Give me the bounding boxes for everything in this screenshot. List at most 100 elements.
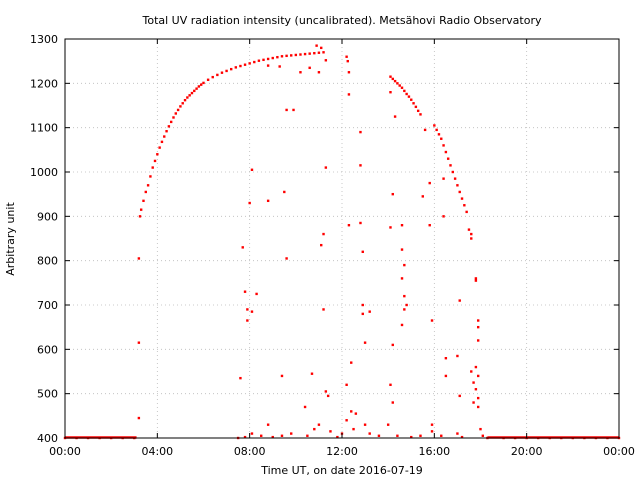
data-point xyxy=(419,434,422,437)
data-point xyxy=(303,405,307,409)
data-point xyxy=(308,66,311,70)
data-point xyxy=(444,374,448,378)
data-point xyxy=(428,224,431,227)
data-point xyxy=(292,108,295,112)
data-point xyxy=(345,419,348,422)
y-axis-label: Arbitrary unit xyxy=(4,202,17,276)
data-point xyxy=(285,257,288,260)
data-point xyxy=(467,228,471,231)
data-point xyxy=(220,71,224,74)
data-point xyxy=(458,190,461,194)
data-point xyxy=(303,52,307,56)
data-point xyxy=(278,65,281,68)
data-point xyxy=(250,168,254,171)
data-point xyxy=(458,394,461,398)
data-point xyxy=(243,290,247,293)
data-point xyxy=(257,59,261,62)
x-tick-label: 16:00 xyxy=(418,445,450,458)
x-tick-label: 20:00 xyxy=(511,445,543,458)
data-point xyxy=(137,416,141,420)
data-point xyxy=(225,69,228,73)
data-point xyxy=(476,405,480,409)
data-point xyxy=(347,71,351,74)
data-point xyxy=(389,75,392,78)
y-tick-label: 1100 xyxy=(30,122,58,135)
data-point xyxy=(389,226,392,229)
data-point xyxy=(163,135,166,138)
data-point xyxy=(179,105,182,108)
data-point xyxy=(280,434,284,437)
data-point xyxy=(347,93,351,96)
data-point xyxy=(419,113,422,116)
data-point xyxy=(195,87,198,90)
data-point xyxy=(405,92,408,96)
y-tick-label: 500 xyxy=(37,388,58,401)
data-point xyxy=(410,435,413,439)
data-point xyxy=(271,435,274,439)
data-point xyxy=(396,434,399,437)
data-point xyxy=(137,341,141,344)
x-tick-label: 08:00 xyxy=(234,445,266,458)
data-point xyxy=(472,381,475,384)
gridlines xyxy=(65,39,619,438)
data-point xyxy=(151,166,154,169)
data-point xyxy=(465,210,468,214)
data-point xyxy=(283,190,286,194)
y-tick-label: 1200 xyxy=(30,77,58,90)
data-point xyxy=(169,120,173,124)
data-point xyxy=(266,64,270,67)
data-point xyxy=(354,412,358,415)
data-point xyxy=(389,91,392,94)
data-point xyxy=(416,109,420,113)
y-tick-label: 800 xyxy=(37,255,58,268)
data-point xyxy=(368,432,371,435)
data-point xyxy=(391,343,394,347)
data-point xyxy=(393,115,397,118)
data-point xyxy=(453,177,457,180)
data-point xyxy=(299,71,302,74)
data-point xyxy=(234,66,238,69)
data-point xyxy=(352,427,355,431)
data-point xyxy=(463,204,466,207)
x-tick-label: 00:00 xyxy=(603,445,635,458)
data-point xyxy=(167,125,171,128)
data-point xyxy=(315,44,318,47)
data-point xyxy=(324,59,328,62)
data-point xyxy=(172,116,175,119)
data-point xyxy=(460,435,464,439)
data-point xyxy=(138,215,142,218)
data-point xyxy=(393,79,397,83)
data-point xyxy=(317,423,321,426)
data-point xyxy=(442,144,445,147)
x-axis-label: Time UT, on date 2016-07-19 xyxy=(260,464,423,477)
data-point xyxy=(414,105,418,109)
data-point xyxy=(476,374,480,378)
data-point xyxy=(206,78,210,81)
data-point xyxy=(430,423,434,426)
data-point xyxy=(183,98,187,102)
data-point xyxy=(474,279,478,282)
data-point xyxy=(377,434,381,437)
data-point xyxy=(271,56,274,60)
data-point xyxy=(260,434,263,437)
data-point xyxy=(456,184,459,187)
data-point xyxy=(444,357,448,360)
data-point xyxy=(255,292,258,296)
data-point xyxy=(440,434,443,437)
data-point xyxy=(403,263,406,267)
y-tick-label: 700 xyxy=(37,299,58,312)
data-point xyxy=(202,81,205,85)
data-point xyxy=(144,190,147,194)
data-point xyxy=(239,376,242,380)
data-point xyxy=(197,85,201,88)
data-point xyxy=(437,133,441,136)
data-point xyxy=(250,432,254,435)
data-point xyxy=(216,73,219,77)
x-tick-label: 12:00 xyxy=(326,445,358,458)
data-point xyxy=(142,199,145,203)
data-point xyxy=(476,325,480,329)
data-point xyxy=(474,388,478,391)
data-point xyxy=(322,51,325,54)
data-point xyxy=(137,257,141,260)
data-point xyxy=(306,434,309,437)
